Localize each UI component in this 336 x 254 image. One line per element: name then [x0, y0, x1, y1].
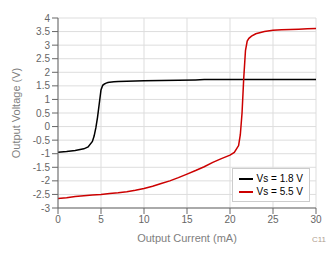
svg-text:20: 20: [224, 214, 236, 225]
svg-text:Output Current (mA): Output Current (mA): [137, 232, 237, 244]
svg-text:0.5: 0.5: [36, 108, 50, 119]
svg-text:1: 1: [44, 94, 50, 105]
svg-text:10: 10: [138, 214, 150, 225]
svg-text:2.5: 2.5: [36, 53, 50, 64]
svg-text:-3: -3: [41, 203, 50, 214]
svg-text:-2.5: -2.5: [33, 189, 51, 200]
svg-text:5: 5: [98, 214, 104, 225]
svg-text:2: 2: [44, 67, 50, 78]
svg-text:-1: -1: [41, 148, 50, 159]
svg-text:30: 30: [310, 214, 322, 225]
svg-text:15: 15: [181, 214, 193, 225]
svg-text:0: 0: [55, 214, 61, 225]
html-text:C11: C11: [311, 235, 326, 244]
svg-text:Output Voltage (V): Output Voltage (V): [10, 68, 22, 159]
svg-text:-2: -2: [41, 175, 50, 186]
svg-text:-1.5: -1.5: [33, 162, 51, 173]
svg-text:4: 4: [44, 13, 50, 24]
svg-text:3.5: 3.5: [36, 26, 50, 37]
html-text:Vs = 1.8 V: Vs = 1.8 V: [256, 173, 303, 184]
svg-text:25: 25: [267, 214, 279, 225]
svg-text:1.5: 1.5: [36, 80, 50, 91]
svg-text:-0.5: -0.5: [33, 135, 51, 146]
svg-text:3: 3: [44, 40, 50, 51]
svg-text:0: 0: [44, 121, 50, 132]
html-text:Vs = 5.5 V: Vs = 5.5 V: [256, 186, 303, 197]
